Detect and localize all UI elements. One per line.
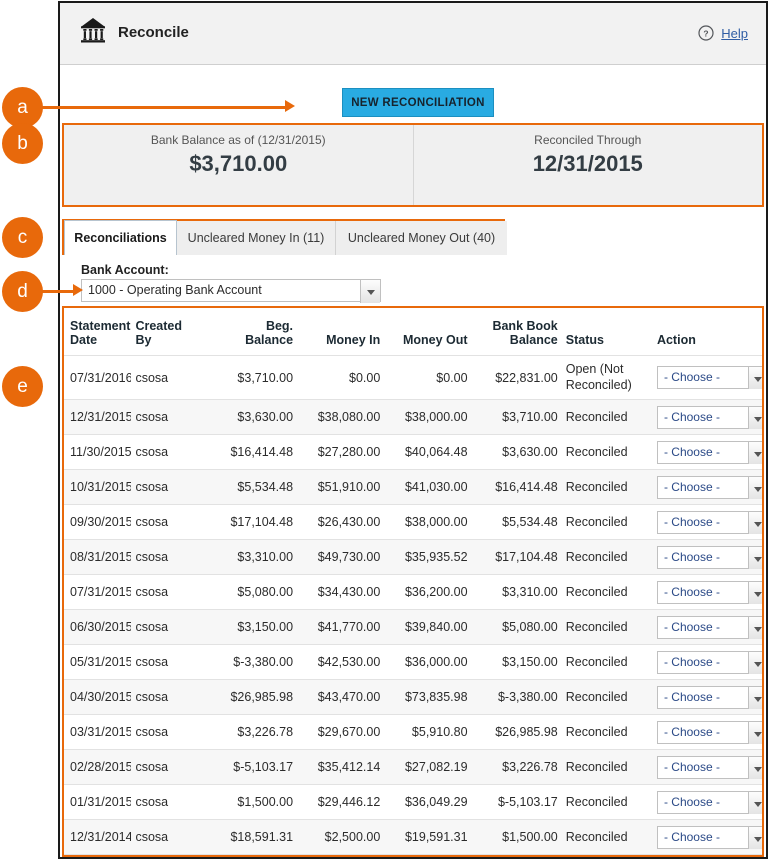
svg-text:?: ?	[703, 29, 708, 39]
